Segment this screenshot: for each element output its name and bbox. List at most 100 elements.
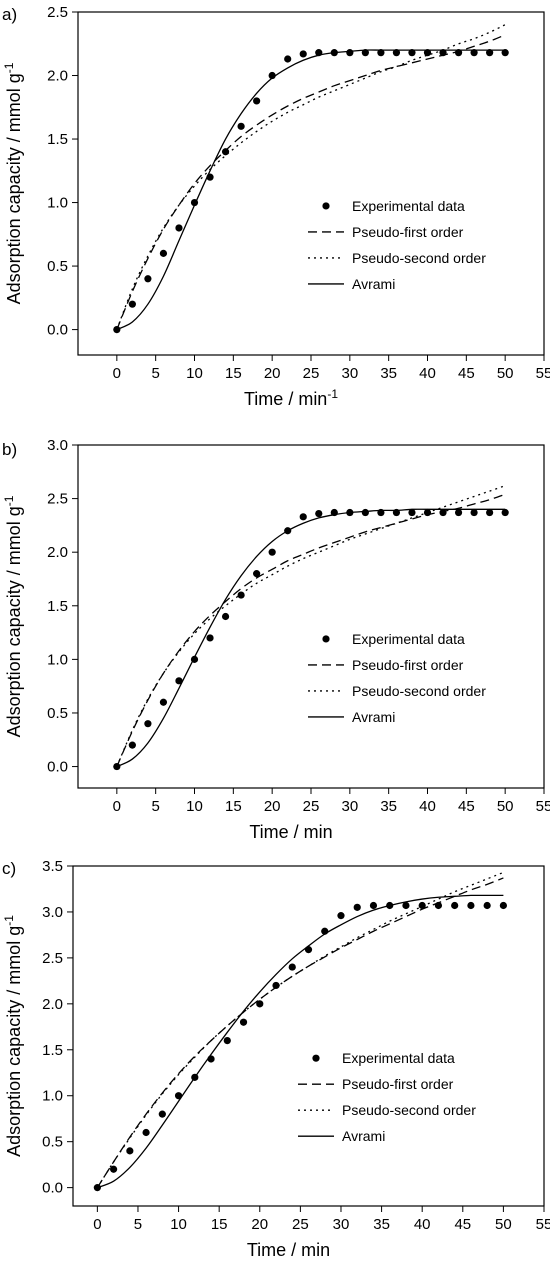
x-tick-label: 50 xyxy=(497,798,514,815)
y-tick-label: 0.5 xyxy=(47,258,68,275)
data-point xyxy=(268,548,276,556)
series-avrami xyxy=(97,894,504,1189)
legend-label: Pseudo-second order xyxy=(342,1102,476,1118)
legend-label: Experimental data xyxy=(352,631,465,647)
data-point xyxy=(361,508,369,517)
data-point xyxy=(126,1147,134,1155)
series-pseudo-second-order xyxy=(96,871,504,1188)
data-point xyxy=(158,1110,166,1118)
y-tick-label: 2.5 xyxy=(47,4,68,21)
data-point xyxy=(501,508,509,517)
legend-item: Avrami xyxy=(298,1128,385,1144)
x-tick-label: 40 xyxy=(419,365,436,382)
legend-label: Pseudo-first order xyxy=(352,224,464,240)
y-axis-label: Adsorption capacity / mmol g-1 xyxy=(2,495,24,737)
series-experimental-data xyxy=(113,49,509,334)
data-point xyxy=(369,901,378,910)
data-point xyxy=(221,148,230,156)
data-point xyxy=(159,249,168,257)
data-point xyxy=(315,509,323,518)
data-point xyxy=(206,634,214,642)
x-tick-label: 15 xyxy=(225,798,242,815)
y-tick-label: 0.5 xyxy=(42,1134,63,1151)
legend-item: Experimental data xyxy=(312,1050,455,1066)
x-tick-label: 20 xyxy=(264,365,281,382)
series-pseudo-second-order xyxy=(116,485,506,767)
data-point xyxy=(451,901,459,910)
x-tick-label: 25 xyxy=(303,365,320,382)
data-point xyxy=(423,49,432,57)
y-tick-label: 3.5 xyxy=(42,858,63,875)
y-tick-label: 3.0 xyxy=(42,904,63,921)
x-tick-label: 10 xyxy=(186,365,203,382)
legend-label: Avrami xyxy=(342,1128,385,1144)
data-point xyxy=(392,49,401,57)
series-line xyxy=(96,877,504,1188)
x-tick-label: 35 xyxy=(373,1216,390,1233)
x-tick-label: 10 xyxy=(170,1216,187,1233)
series-pseudo-first-order xyxy=(116,34,506,330)
legend: Experimental data Pseudo-first order Pseud… xyxy=(298,1050,476,1144)
y-tick-label: 2.0 xyxy=(47,544,68,561)
data-point xyxy=(256,1000,264,1008)
data-point xyxy=(408,508,416,517)
legend-item: Pseudo-first order xyxy=(308,657,464,673)
data-point xyxy=(353,903,361,911)
legend-item: Avrami xyxy=(308,276,395,292)
y-tick-label: 1.5 xyxy=(47,131,68,148)
y-tick-label: 1.0 xyxy=(47,651,68,668)
legend-item: Pseudo-first order xyxy=(308,224,464,240)
data-point xyxy=(470,49,478,57)
data-point xyxy=(346,49,354,57)
y-tick-label: 0.0 xyxy=(47,322,68,339)
y-tick-label: 1.0 xyxy=(47,195,68,212)
x-tick-label: 20 xyxy=(251,1216,268,1233)
legend-item: Pseudo-second order xyxy=(308,250,486,266)
legend-item: Experimental data xyxy=(322,631,465,647)
data-point xyxy=(467,901,475,910)
x-tick-label: 45 xyxy=(458,798,475,815)
y-tick-label: 1.5 xyxy=(42,1042,63,1059)
y-axis-label: Adsorption capacity / mmol g-1 xyxy=(2,915,24,1157)
data-point xyxy=(337,912,345,920)
x-tick-label: 0 xyxy=(113,365,121,382)
data-point xyxy=(402,901,410,910)
x-tick-label: 20 xyxy=(264,798,281,815)
data-point xyxy=(483,901,491,910)
panel-label: c) xyxy=(2,859,16,878)
x-tick-label: 0 xyxy=(113,798,121,815)
y-tick-label: 1.0 xyxy=(42,1088,63,1105)
y-tick-label: 0.0 xyxy=(42,1180,63,1197)
x-tick-label: 25 xyxy=(303,798,320,815)
legend-label: Avrami xyxy=(352,709,395,725)
x-tick-label: 35 xyxy=(380,798,397,815)
data-point xyxy=(223,1036,231,1045)
data-point xyxy=(175,677,183,685)
x-tick-label: 5 xyxy=(151,365,159,382)
series-avrami xyxy=(116,49,506,331)
series-pseudo-first-order xyxy=(96,877,504,1188)
data-point xyxy=(159,698,168,706)
x-tick-label: 10 xyxy=(186,798,203,815)
data-point xyxy=(237,591,245,599)
data-point xyxy=(110,1165,118,1173)
x-tick-label: 40 xyxy=(414,1216,431,1233)
data-point xyxy=(470,508,478,517)
data-point xyxy=(454,508,463,517)
legend-item: Pseudo-second order xyxy=(298,1102,476,1118)
x-tick-label: 15 xyxy=(211,1216,228,1233)
legend: Experimental data Pseudo-first order Pseud… xyxy=(308,198,486,292)
x-tick-label: 35 xyxy=(380,365,397,382)
data-point xyxy=(284,55,292,63)
series-line xyxy=(116,493,506,767)
y-tick-label: 2.5 xyxy=(42,950,63,967)
series-line xyxy=(116,34,506,330)
x-tick-label: 30 xyxy=(341,798,358,815)
legend-label: Pseudo-first order xyxy=(352,657,464,673)
x-axis-label: Time / min xyxy=(247,1240,330,1260)
x-tick-label: 0 xyxy=(93,1216,101,1233)
data-point xyxy=(299,50,307,58)
x-tick-label: 55 xyxy=(536,1216,550,1233)
y-tick-label: 1.5 xyxy=(47,598,68,615)
